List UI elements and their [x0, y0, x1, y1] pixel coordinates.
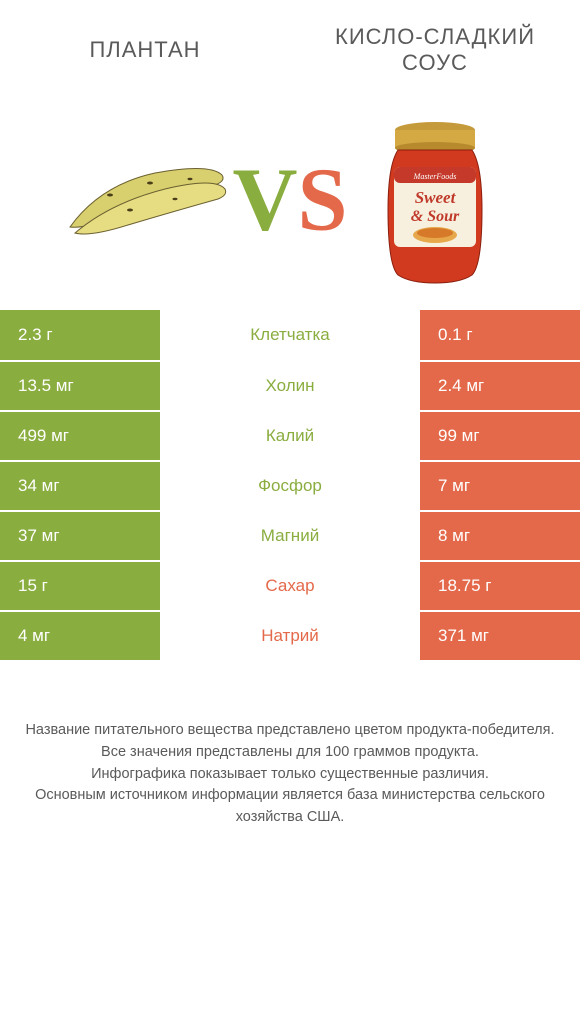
- table-row: 13.5 мгХолин2.4 мг: [0, 360, 580, 410]
- table-row: 2.3 гКлетчатка0.1 г: [0, 310, 580, 360]
- images-row: VS MasterFoods Sweet & Sour: [0, 100, 580, 300]
- nutrient-label: Калий: [160, 410, 420, 460]
- header-row: ПЛАНТАН КИСЛО-СЛАДКИЙ СОУС: [0, 0, 580, 100]
- footer-notes: Название питательного вещества представл…: [0, 720, 580, 829]
- vs-label: VS: [232, 149, 347, 252]
- nutrient-label: Сахар: [160, 560, 420, 610]
- table-row: 34 мгФосфор7 мг: [0, 460, 580, 510]
- right-value-cell: 7 мг: [420, 460, 580, 510]
- footer-line-4: Основным источником информации является …: [20, 785, 560, 829]
- left-value-cell: 2.3 г: [0, 310, 160, 360]
- right-value-cell: 0.1 г: [420, 310, 580, 360]
- table-row: 499 мгКалий99 мг: [0, 410, 580, 460]
- plantain-icon: [60, 155, 230, 245]
- right-product-title: КИСЛО-СЛАДКИЙ СОУС: [290, 24, 580, 76]
- table-row: 4 мгНатрий371 мг: [0, 610, 580, 660]
- nutrient-label: Магний: [160, 510, 420, 560]
- left-value-cell: 4 мг: [0, 610, 160, 660]
- footer-line-2: Все значения представлены для 100 граммо…: [20, 742, 560, 764]
- nutrient-label: Натрий: [160, 610, 420, 660]
- sauce-jar-icon: MasterFoods Sweet & Sour: [370, 115, 500, 285]
- right-value-cell: 2.4 мг: [420, 360, 580, 410]
- left-value-cell: 499 мг: [0, 410, 160, 460]
- right-value-cell: 371 мг: [420, 610, 580, 660]
- vs-v-letter: V: [232, 151, 297, 250]
- left-value-cell: 34 мг: [0, 460, 160, 510]
- vs-s-letter: S: [297, 151, 347, 250]
- nutrient-label: Фосфор: [160, 460, 420, 510]
- nutrient-table: 2.3 гКлетчатка0.1 г13.5 мгХолин2.4 мг499…: [0, 310, 580, 660]
- nutrient-label: Холин: [160, 360, 420, 410]
- footer-line-3: Инфографика показывает только существенн…: [20, 764, 560, 786]
- table-row: 15 гСахар18.75 г: [0, 560, 580, 610]
- nutrient-label: Клетчатка: [160, 310, 420, 360]
- footer-line-1: Название питательного вещества представл…: [20, 720, 560, 742]
- table-row: 37 мгМагний8 мг: [0, 510, 580, 560]
- right-value-cell: 99 мг: [420, 410, 580, 460]
- jar-line1: Sweet: [415, 188, 457, 207]
- left-value-cell: 37 мг: [0, 510, 160, 560]
- right-value-cell: 8 мг: [420, 510, 580, 560]
- left-value-cell: 15 г: [0, 560, 160, 610]
- right-value-cell: 18.75 г: [420, 560, 580, 610]
- left-value-cell: 13.5 мг: [0, 360, 160, 410]
- jar-brand-text: MasterFoods: [413, 172, 457, 181]
- jar-line2: & Sour: [411, 208, 460, 225]
- left-product-title: ПЛАНТАН: [0, 37, 290, 63]
